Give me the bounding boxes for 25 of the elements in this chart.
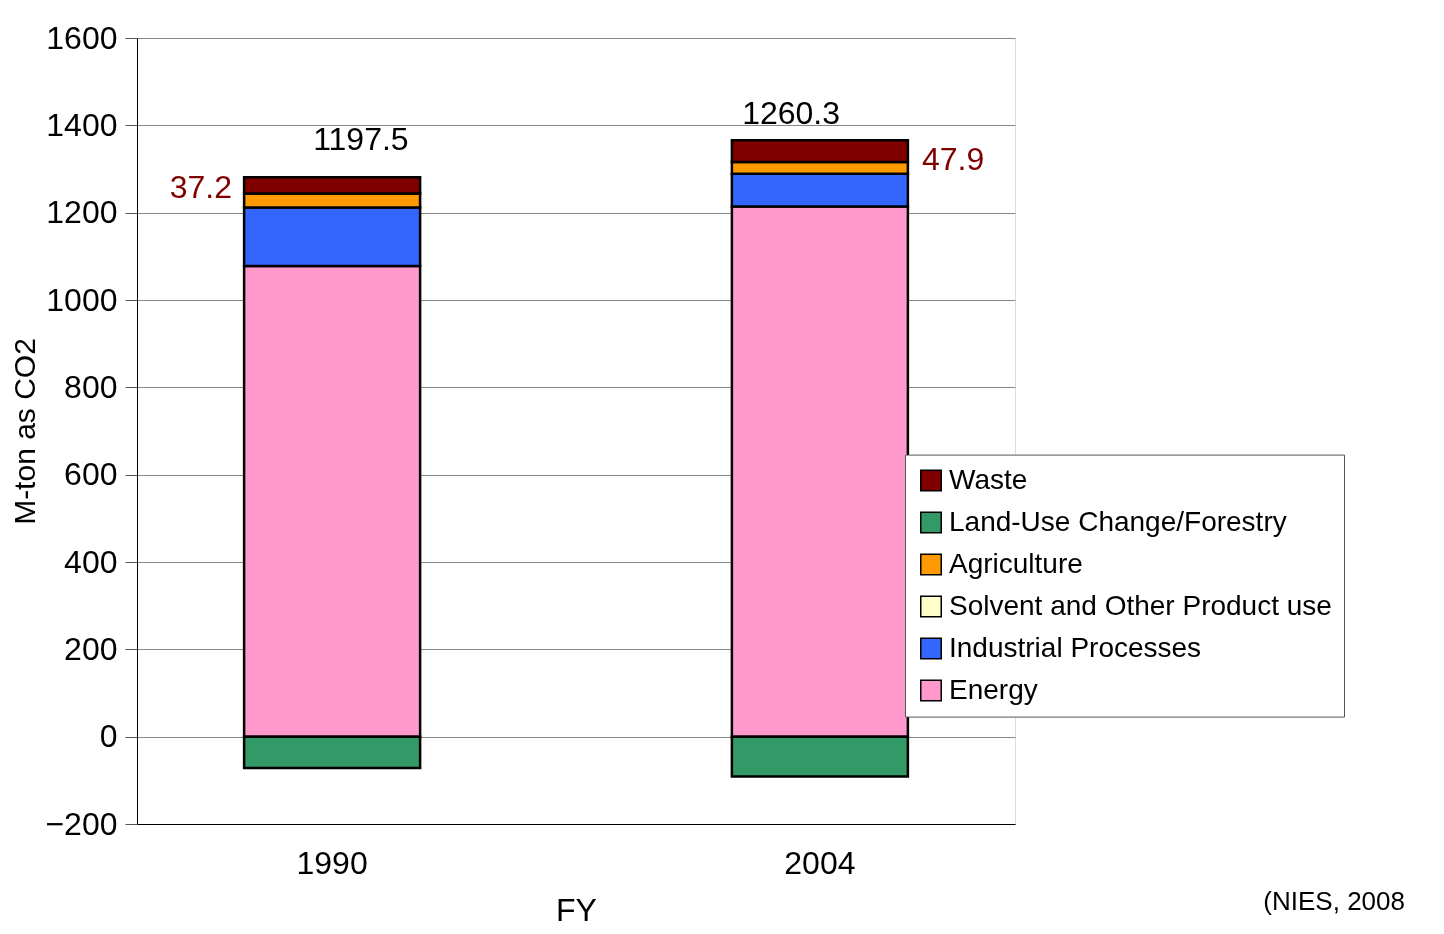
y-tick-label: 400: [64, 543, 118, 580]
text: (NIES, 2008: [1263, 886, 1405, 916]
y-tick-label: 1000: [46, 281, 118, 318]
legend-label: Industrial Processes: [949, 631, 1202, 663]
x-tick-label: 2004: [784, 844, 856, 881]
legend-label: Energy: [949, 673, 1038, 705]
y-tick-label: 200: [64, 630, 118, 667]
y-tick-label: 600: [64, 456, 118, 493]
y-axis-title: M-ton as CO2: [8, 338, 42, 525]
y-tick-label: −200: [45, 805, 118, 842]
legend-label: Land-Use Change/Forestry: [949, 505, 1287, 537]
annotation: 1197.5: [313, 121, 409, 157]
annotation: 37.2: [169, 169, 232, 205]
legend-label: Solvent and Other Product use: [949, 589, 1332, 621]
y-tick-label: 0: [99, 718, 118, 755]
y-tick-label: 1400: [46, 106, 118, 143]
legend-label: Waste: [949, 463, 1028, 495]
y-tick-label: 800: [64, 368, 118, 405]
y-tick-label: 1200: [46, 194, 118, 231]
x-tick-label: 1990: [296, 844, 368, 881]
legend-label: Agriculture: [949, 547, 1083, 579]
annotation: 1260.3: [742, 95, 841, 131]
annotation: 47.9: [922, 141, 985, 177]
y-tick-label: 1600: [46, 19, 118, 56]
x-axis-title: FY: [556, 891, 597, 928]
